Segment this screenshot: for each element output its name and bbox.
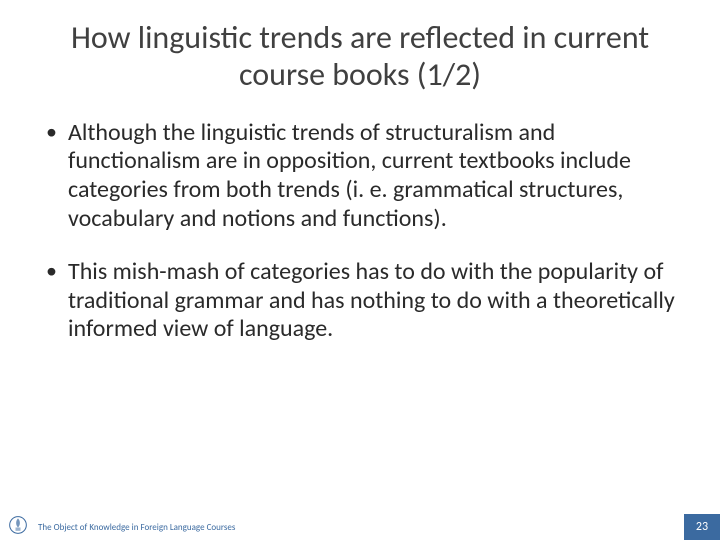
slide-footer: The Object of Knowledge in Foreign Langu…: [0, 514, 720, 540]
slide-title: How linguistic trends are reflected in c…: [0, 0, 720, 104]
crest-icon: [8, 515, 28, 540]
page-number: 23: [684, 514, 720, 540]
bullet-list: Although the linguistic trends of struct…: [40, 119, 680, 345]
institution-logo: [0, 515, 36, 540]
slide: How linguistic trends are reflected in c…: [0, 0, 720, 540]
bullet-item: Although the linguistic trends of struct…: [40, 119, 680, 234]
bullet-item: This mish-mash of categories has to do w…: [40, 258, 680, 344]
slide-body: Although the linguistic trends of struct…: [0, 104, 720, 540]
footer-caption: The Object of Knowledge in Foreign Langu…: [36, 522, 684, 533]
